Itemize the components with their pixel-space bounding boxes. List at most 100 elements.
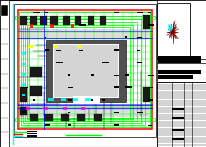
Bar [143,87,150,102]
Bar [158,75,193,79]
Bar [56,50,61,51]
Bar [45,49,49,51]
Ellipse shape [170,27,172,30]
Bar [30,114,38,121]
Bar [30,86,42,96]
Bar [157,0,206,147]
Bar [27,135,37,137]
Bar [125,36,127,38]
Bar [172,128,184,131]
Bar [125,86,132,88]
Bar [172,117,184,119]
Bar [158,70,201,74]
Bar [29,27,130,118]
Bar [114,49,119,51]
Bar [50,16,58,25]
Bar [23,19,141,123]
Bar [172,138,184,140]
Bar [68,87,73,88]
Bar [137,50,140,51]
Bar [77,114,85,121]
Bar [114,75,118,76]
Bar [45,124,50,126]
Bar [137,12,143,13]
Bar [30,16,37,25]
Bar [30,67,42,77]
Bar [61,114,69,121]
Bar [53,45,58,48]
Bar [22,63,25,65]
Bar [172,108,184,110]
Bar [22,83,25,86]
Bar [102,62,109,63]
Bar [68,100,72,101]
Bar [48,98,54,101]
Bar [48,86,61,96]
Bar [48,67,61,77]
Bar [75,16,81,25]
Bar [73,96,100,104]
Bar [157,3,190,59]
Bar [20,107,27,115]
Bar [158,56,201,63]
Bar [137,112,143,113]
Bar [18,10,152,129]
Bar [148,24,154,26]
Bar [27,131,37,132]
Bar [44,114,53,121]
Bar [54,45,118,97]
Bar [90,87,100,96]
Bar [148,99,153,101]
Bar [20,105,150,117]
Bar [28,45,33,48]
Bar [69,68,79,77]
Bar [148,75,154,76]
Bar [61,98,66,101]
Bar [68,124,71,126]
Bar [27,133,37,134]
Bar [21,16,145,125]
Bar [100,16,106,25]
Bar [30,24,33,28]
Bar [148,12,151,13]
Bar [1,5,8,16]
Bar [91,74,94,76]
Bar [137,62,142,63]
Bar [44,107,48,110]
Bar [33,12,40,13]
Bar [94,114,102,121]
Bar [137,37,142,38]
Bar [15,16,154,19]
Bar [20,29,150,38]
Bar [27,25,133,119]
Bar [20,87,27,102]
Bar [148,125,152,126]
Bar [26,107,30,110]
Bar [125,74,129,76]
Bar [77,45,82,48]
Bar [114,12,119,13]
Bar [25,22,137,121]
Bar [19,12,150,127]
Bar [0,0,9,147]
Bar [114,86,119,88]
Bar [114,112,119,113]
Bar [63,16,70,25]
Bar [22,87,28,88]
Bar [53,44,119,98]
Bar [102,99,105,101]
Bar [68,112,70,113]
Bar [68,74,70,76]
Bar [81,107,85,110]
Bar [45,12,48,13]
Bar [91,99,93,101]
Bar [33,99,35,101]
Bar [46,40,126,102]
Circle shape [170,30,176,34]
Bar [143,15,150,29]
Bar [22,73,25,76]
Bar [50,24,54,28]
Bar [71,24,74,28]
Bar [79,50,83,51]
Bar [56,62,62,63]
